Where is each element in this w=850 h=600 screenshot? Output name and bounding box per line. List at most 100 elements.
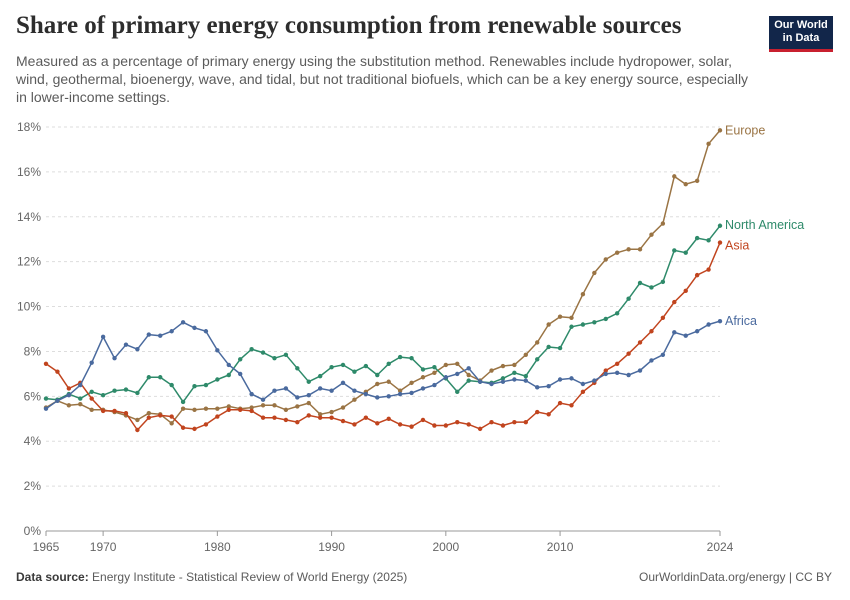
data-point-africa [546,384,551,389]
data-point-africa [352,388,357,393]
data-point-north-america [375,372,380,378]
data-point-europe [592,270,597,276]
data-point-africa [55,398,60,404]
data-point-north-america [146,375,152,380]
data-point-asia [146,415,152,420]
data-point-north-america [260,350,266,355]
data-point-asia [683,288,688,294]
data-point-asia [443,423,449,428]
data-point-africa [569,376,574,381]
data-point-asia [569,403,574,408]
x-tick-label: 1990 [318,540,345,554]
data-point-europe [66,403,72,408]
y-tick-label: 18% [17,120,41,134]
data-point-europe [409,380,414,386]
data-point-north-america [592,320,597,325]
data-point-asia [649,329,654,334]
data-point-asia [55,369,60,374]
data-point-north-america [226,372,231,378]
data-point-north-america [112,388,117,393]
data-point-north-america [317,373,323,379]
data-point-europe [272,403,277,408]
data-point-europe [226,404,231,409]
data-point-africa [660,352,666,358]
data-point-north-america [340,362,346,368]
data-point-europe [260,403,266,408]
data-point-europe [306,400,311,406]
data-point-europe [512,362,517,368]
data-point-asia [43,361,49,366]
data-point-africa [203,329,209,334]
data-point-africa [317,386,323,391]
data-point-africa [443,375,449,380]
data-point-europe [557,314,563,319]
data-point-africa [272,388,277,393]
data-point-africa [112,355,117,361]
data-point-north-america [603,316,608,322]
owid-logo[interactable]: Our World in Data [769,16,833,52]
data-point-africa [215,348,220,353]
data-point-north-america [135,390,140,396]
data-point-north-america [283,352,289,358]
data-point-north-america [546,344,551,350]
data-point-asia [614,361,620,366]
data-point-africa [466,366,471,371]
data-point-asia [66,386,72,391]
data-point-europe [455,361,460,366]
y-tick-label: 8% [24,344,42,358]
series-label-africa: Africa [725,314,757,328]
data-point-north-america [683,250,688,255]
data-point-europe [706,141,711,147]
data-point-africa [706,322,711,327]
data-point-europe [386,379,391,384]
data-point-africa [717,318,723,324]
data-point-north-america [409,355,414,361]
chart-title: Share of primary energy consumption from… [16,12,682,39]
data-point-europe [375,381,380,387]
data-point-europe [146,410,152,416]
data-point-asia [706,267,711,272]
data-point-north-america [535,357,540,362]
data-point-north-america [626,296,631,301]
source-text[interactable]: Energy Institute - Statistical Review of… [92,570,408,584]
data-point-north-america [203,382,209,388]
data-point-north-america [306,379,311,384]
data-point-europe [637,247,643,252]
data-point-asia [455,419,460,425]
data-point-africa [123,342,129,347]
data-point-north-america [614,311,620,316]
x-tick-label: 2000 [432,540,459,554]
data-point-europe [283,407,289,412]
data-point-europe [614,250,620,255]
data-point-asia [215,414,220,419]
data-point-africa [535,385,540,390]
credit[interactable]: OurWorldinData.org/energy | CC BY [639,570,832,584]
data-point-north-america [455,389,460,395]
data-point-africa [409,390,414,396]
data-point-africa [249,391,254,397]
data-point-africa [420,386,426,391]
y-tick-label: 2% [24,479,42,493]
x-tick-label: 1980 [204,540,231,554]
data-point-europe [329,409,334,415]
data-point-africa [375,395,380,400]
data-point-asia [352,422,357,427]
data-point-africa [603,371,608,377]
data-point-north-america [272,355,277,361]
data-point-asia [169,414,174,419]
data-point-africa [100,334,106,340]
data-point-africa [66,393,72,398]
data-point-north-america [637,280,643,286]
data-point-asia [386,416,391,421]
data-point-africa [557,377,563,382]
data-point-north-america [100,393,106,398]
chart-subtitle: Measured as a percentage of primary ener… [16,53,749,105]
data-point-africa [146,332,152,337]
data-point-africa [477,379,483,384]
data-point-north-america [466,378,471,383]
data-point-europe [89,407,94,412]
data-point-africa [169,329,174,334]
data-point-africa [614,370,620,375]
data-point-north-america [78,396,83,401]
